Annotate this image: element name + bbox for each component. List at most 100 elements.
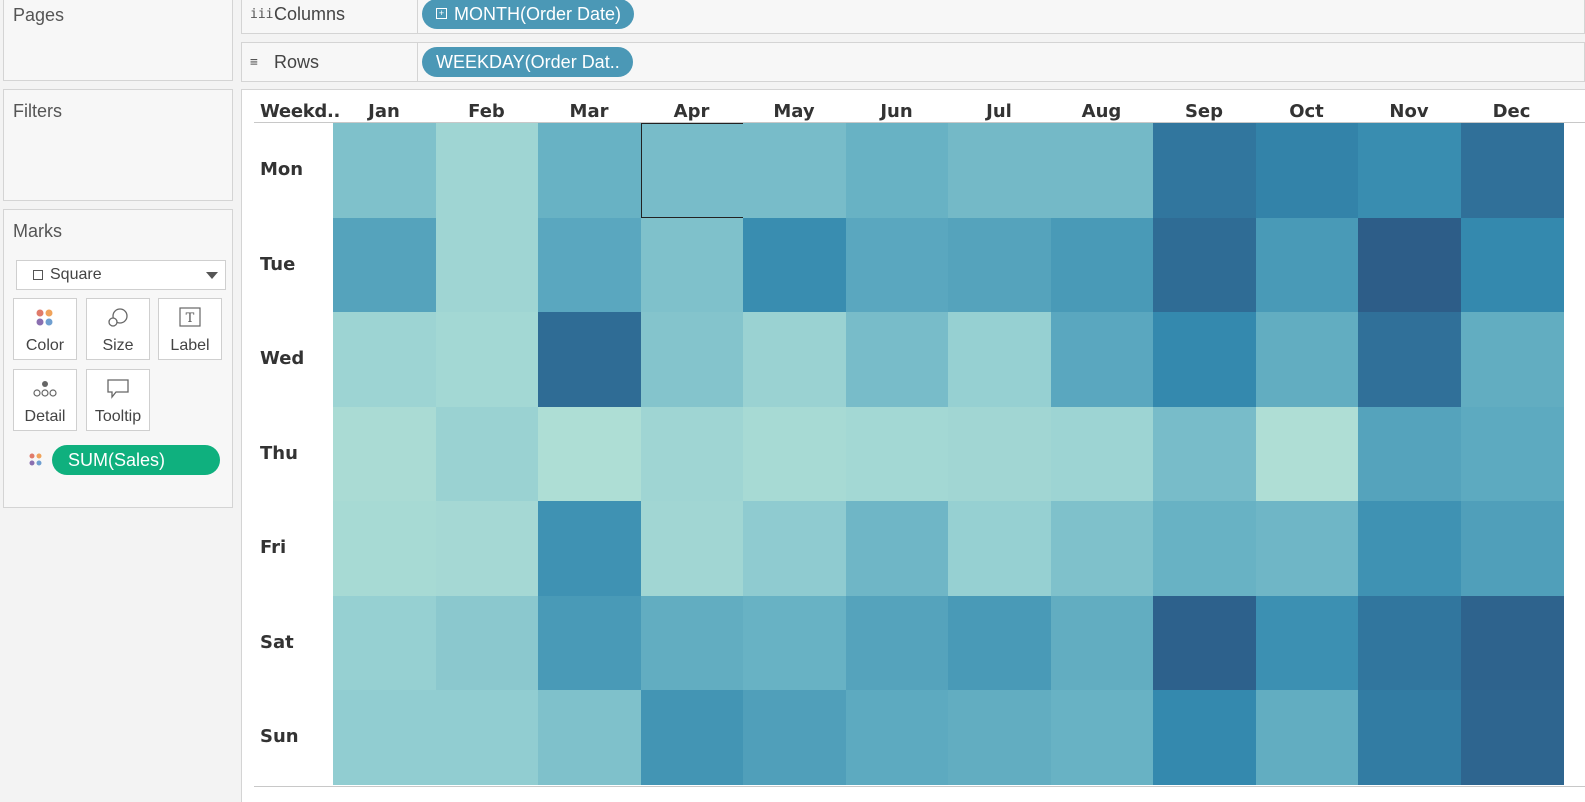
heatmap-cell-sun-feb[interactable] [435, 690, 539, 786]
heatmap-cell-fri-oct[interactable] [1255, 501, 1359, 597]
row-header-sat[interactable]: Sat [260, 631, 294, 653]
heatmap-cell-sat-mar[interactable] [538, 595, 642, 691]
heatmap-cell-sat-feb[interactable] [435, 595, 539, 691]
heatmap-cell-wed-dec[interactable] [1460, 312, 1564, 408]
heatmap-cell-wed-jul[interactable] [948, 312, 1052, 408]
heatmap-cell-mon-jul[interactable] [948, 123, 1052, 219]
heatmap-cell-mon-feb[interactable] [435, 123, 539, 219]
heatmap-cell-fri-apr[interactable] [640, 501, 744, 597]
heatmap-cell-thu-sep[interactable] [1153, 406, 1257, 502]
heatmap-cell-sat-nov[interactable] [1358, 595, 1462, 691]
heatmap-cell-tue-mar[interactable] [538, 217, 642, 313]
heatmap-cell-mon-dec[interactable] [1460, 123, 1564, 219]
heatmap-cell-wed-aug[interactable] [1050, 312, 1154, 408]
heatmap-cell-mon-jan[interactable] [333, 123, 437, 219]
column-header-jan[interactable]: Jan [368, 101, 400, 122]
heatmap-cell-fri-aug[interactable] [1050, 501, 1154, 597]
heatmap-cell-wed-jun[interactable] [845, 312, 949, 408]
column-header-apr[interactable]: Apr [673, 101, 710, 122]
heatmap-cell-fri-jun[interactable] [845, 501, 949, 597]
expand-plus-icon[interactable]: + [436, 7, 447, 19]
heatmap-cell-fri-feb[interactable] [435, 501, 539, 597]
mark-type-dropdown[interactable]: Square [16, 260, 226, 290]
heatmap-cell-fri-mar[interactable] [538, 501, 642, 597]
heatmap-cell-fri-may[interactable] [743, 501, 847, 597]
heatmap-cell-sat-may[interactable] [743, 595, 847, 691]
heatmap-cell-fri-jul[interactable] [948, 501, 1052, 597]
sum-sales-pill[interactable]: SUM(Sales) [52, 445, 220, 475]
heatmap-cell-thu-nov[interactable] [1358, 406, 1462, 502]
heatmap-cell-sun-jul[interactable] [948, 690, 1052, 786]
heatmap-cell-sun-jan[interactable] [333, 690, 437, 786]
heatmap-cell-fri-jan[interactable] [333, 501, 437, 597]
label-button[interactable]: T Label [158, 298, 222, 360]
heatmap-cell-mon-mar[interactable] [538, 123, 642, 219]
heatmap-cell-sun-dec[interactable] [1460, 690, 1564, 786]
heatmap-cell-wed-apr[interactable] [640, 312, 744, 408]
heatmap-cell-wed-jan[interactable] [333, 312, 437, 408]
heatmap-cell-mon-jun[interactable] [845, 123, 949, 219]
heatmap-cell-wed-mar[interactable] [538, 312, 642, 408]
weekday-order-date-pill[interactable]: WEEKDAY(Order Dat.. [422, 47, 633, 77]
heatmap-cell-sun-oct[interactable] [1255, 690, 1359, 786]
chevron-down-icon[interactable] [199, 261, 225, 289]
heatmap-cell-sun-jun[interactable] [845, 690, 949, 786]
color-button[interactable]: Color [13, 298, 77, 360]
heatmap-cell-sat-oct[interactable] [1255, 595, 1359, 691]
heatmap-cell-tue-jan[interactable] [333, 217, 437, 313]
filters-card[interactable]: Filters [3, 89, 233, 201]
column-header-aug[interactable]: Aug [1081, 101, 1122, 122]
heatmap-cell-wed-oct[interactable] [1255, 312, 1359, 408]
heatmap-cell-thu-feb[interactable] [435, 406, 539, 502]
column-header-oct[interactable]: Oct [1289, 101, 1324, 122]
heatmap-cell-tue-aug[interactable] [1050, 217, 1154, 313]
column-header-sep[interactable]: Sep [1184, 101, 1224, 122]
heatmap-cell-tue-sep[interactable] [1153, 217, 1257, 313]
heatmap-cell-sat-jan[interactable] [333, 595, 437, 691]
column-header-feb[interactable]: Feb [468, 101, 505, 122]
heatmap-cell-sat-dec[interactable] [1460, 595, 1564, 691]
heatmap-cell-thu-jan[interactable] [333, 406, 437, 502]
heatmap-cell-wed-nov[interactable] [1358, 312, 1462, 408]
heatmap-cell-sun-nov[interactable] [1358, 690, 1462, 786]
month-order-date-pill[interactable]: + MONTH(Order Date) [422, 0, 635, 29]
heatmap-cell-fri-dec[interactable] [1460, 501, 1564, 597]
heatmap-cell-thu-aug[interactable] [1050, 406, 1154, 502]
heatmap-cell-tue-feb[interactable] [435, 217, 539, 313]
row-header-wed[interactable]: Wed [260, 348, 305, 369]
heatmap-cell-tue-apr[interactable] [640, 217, 744, 313]
heatmap-cell-wed-may[interactable] [743, 312, 847, 408]
heatmap-cell-sun-mar[interactable] [538, 690, 642, 786]
column-header-nov[interactable]: Nov [1389, 101, 1429, 122]
row-header-sun[interactable]: Sun [260, 726, 299, 747]
heatmap-cell-sun-may[interactable] [743, 690, 847, 786]
heatmap-cell-sat-jun[interactable] [845, 595, 949, 691]
heatmap-cell-wed-feb[interactable] [435, 312, 539, 408]
heatmap-cell-thu-dec[interactable] [1460, 406, 1564, 502]
heatmap-cell-tue-jul[interactable] [948, 217, 1052, 313]
heatmap-cell-thu-may[interactable] [743, 406, 847, 502]
detail-button[interactable]: Detail [13, 369, 77, 431]
heatmap-cell-sat-aug[interactable] [1050, 595, 1154, 691]
size-button[interactable]: Size [86, 298, 150, 360]
heatmap-cell-wed-sep[interactable] [1153, 312, 1257, 408]
heatmap-cell-thu-apr[interactable] [640, 406, 744, 502]
heatmap-cell-mon-may[interactable] [743, 123, 847, 219]
heatmap-cell-mon-nov[interactable] [1358, 123, 1462, 219]
columns-shelf[interactable]: iii Columns + MONTH(Order Date) [241, 0, 1585, 34]
column-header-mar[interactable]: Mar [569, 101, 609, 122]
heatmap-cell-tue-may[interactable] [743, 217, 847, 313]
heatmap-cell-tue-nov[interactable] [1358, 217, 1462, 313]
heatmap-cell-sat-apr[interactable] [640, 595, 744, 691]
heatmap-cell-fri-sep[interactable] [1153, 501, 1257, 597]
heatmap-cell-fri-nov[interactable] [1358, 501, 1462, 597]
heatmap-cell-mon-apr[interactable] [640, 123, 744, 219]
rows-shelf[interactable]: ≡ Rows WEEKDAY(Order Dat.. [241, 42, 1585, 82]
row-header-fri[interactable]: Fri [260, 537, 287, 558]
column-header-jul[interactable]: Jul [986, 101, 1012, 122]
heatmap-cell-thu-oct[interactable] [1255, 406, 1359, 502]
heatmap-cell-tue-oct[interactable] [1255, 217, 1359, 313]
column-header-jun[interactable]: Jun [880, 101, 913, 122]
heatmap-cell-sun-sep[interactable] [1153, 690, 1257, 786]
heatmap-cell-mon-oct[interactable] [1255, 123, 1359, 219]
